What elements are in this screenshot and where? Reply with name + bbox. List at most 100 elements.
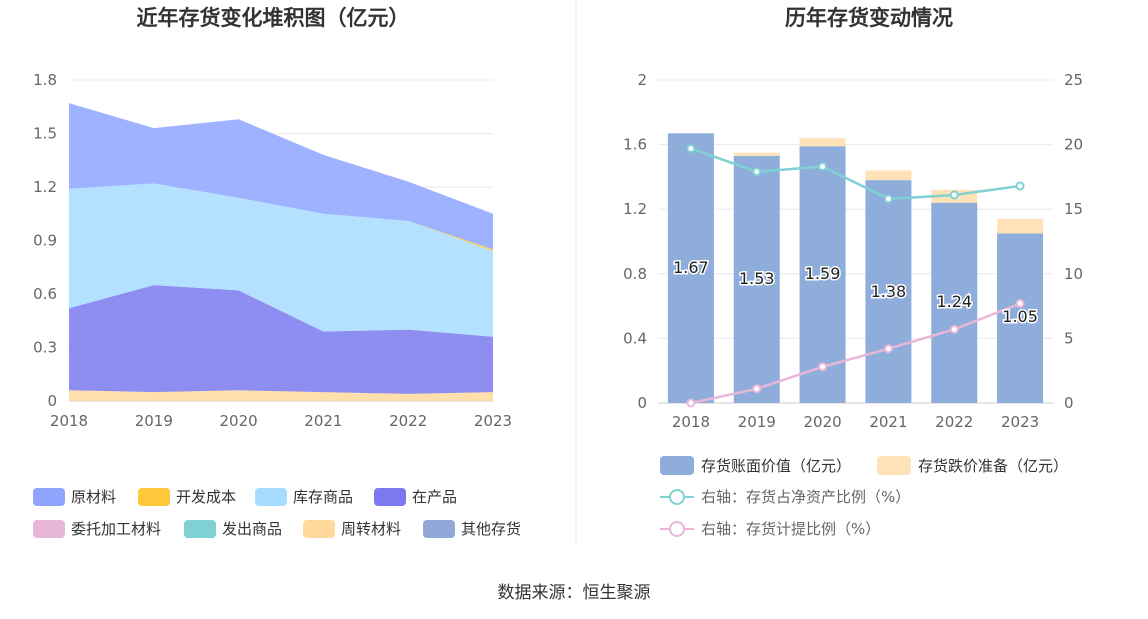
bar-data-label: 1.53 <box>739 269 775 288</box>
bar-data-label: 1.24 <box>936 292 972 311</box>
left-legend-label[interactable]: 在产品 <box>412 488 457 506</box>
right-y2-tick-label: 10 <box>1064 265 1083 283</box>
left-x-tick-label: 2019 <box>135 412 173 430</box>
line-inventory-net-asset-ratio <box>690 147 1021 201</box>
left-x-tick-label: 2021 <box>304 412 342 430</box>
right-x-tick-label: 2021 <box>869 413 907 431</box>
right-legend-label[interactable]: 存货账面价值（亿元） <box>701 457 851 475</box>
left-x-tick-label: 2023 <box>474 412 512 430</box>
line-point <box>1015 299 1025 309</box>
left-legend-label[interactable]: 发出商品 <box>222 520 282 538</box>
right-y2-tick-label: 15 <box>1064 200 1083 218</box>
line-point <box>686 143 696 153</box>
left-y-tick-label: 0.9 <box>33 232 57 250</box>
right-legend: 存货账面价值（亿元） 存货跌价准备（亿元） 右轴：存货占净资产比例（%） 右轴：存货计… <box>660 456 1068 538</box>
left-y-tick-label: 1.5 <box>33 125 57 143</box>
left-legend-label[interactable]: 委托加工材料 <box>71 520 161 538</box>
right-left-y-axis: 0 0.4 0.8 1.2 1.6 2 <box>623 71 647 412</box>
left-y-axis: 0 0.3 0.6 0.9 1.2 1.5 1.8 <box>33 71 57 410</box>
line-point <box>686 398 696 408</box>
bar-book-value <box>997 233 1044 403</box>
right-x-axis: 2018 2019 2020 2021 2022 2023 <box>672 413 1039 431</box>
line-point <box>883 194 893 204</box>
right-x-tick-label: 2023 <box>1001 413 1039 431</box>
left-y-tick-label: 1.8 <box>33 71 57 89</box>
line-provision-ratio <box>690 302 1021 405</box>
left-legend-label[interactable]: 原材料 <box>71 488 116 506</box>
right-legend-label[interactable]: 右轴：存货占净资产比例（%） <box>701 488 910 506</box>
area-库存商品 <box>69 183 493 337</box>
bar-data-label: 1.05 <box>1002 307 1038 326</box>
right-legend-marker[interactable] <box>669 489 685 505</box>
line-point <box>818 162 828 172</box>
bar-provision <box>997 218 1044 234</box>
left-legend-swatch[interactable] <box>138 488 170 506</box>
right-y2-tick-label: 0 <box>1064 394 1074 412</box>
line-point <box>1015 181 1025 191</box>
line-point <box>883 344 893 354</box>
left-y-tick-label: 0.3 <box>33 339 57 357</box>
right-x-tick-label: 2019 <box>738 413 776 431</box>
left-legend-label[interactable]: 其他存货 <box>461 520 521 538</box>
left-legend-swatch[interactable] <box>374 488 406 506</box>
left-legend-swatch[interactable] <box>33 488 65 506</box>
right-legend-label[interactable]: 存货跌价准备（亿元） <box>918 457 1068 475</box>
left-legend-swatch[interactable] <box>255 488 287 506</box>
right-x-tick-label: 2020 <box>803 413 841 431</box>
right-legend-swatch[interactable] <box>660 456 694 475</box>
left-x-tick-label: 2020 <box>220 412 258 430</box>
bar-provision <box>799 138 846 147</box>
left-x-tick-label: 2022 <box>389 412 427 430</box>
right-line-series <box>686 143 1025 408</box>
area-原材料 <box>69 103 493 250</box>
line-point <box>818 362 828 372</box>
left-y-tick-label: 0 <box>47 392 57 410</box>
right-y-tick-label: 0.4 <box>623 329 647 347</box>
left-y-tick-label: 1.2 <box>33 178 57 196</box>
area-在产品 <box>69 285 493 394</box>
right-y-tick-label: 0 <box>637 394 647 412</box>
left-legend-swatch[interactable] <box>303 520 335 538</box>
line-point <box>949 190 959 200</box>
right-legend-swatch[interactable] <box>877 456 911 475</box>
right-bar-labels: 1.67 1.53 1.59 1.38 1.24 1.05 <box>672 257 1040 328</box>
right-bar-series <box>667 133 1044 404</box>
bar-book-value <box>799 146 846 403</box>
bar-book-value <box>733 155 780 403</box>
left-legend-label[interactable]: 周转材料 <box>341 520 401 538</box>
left-area-series <box>69 103 493 401</box>
line-point <box>752 167 762 177</box>
left-legend-swatch[interactable] <box>184 520 216 538</box>
stacked-area-chart: 近年存货变化堆积图（亿元） 00.30.60.91.21.51.8 2018 20… <box>33 6 521 538</box>
right-y-tick-label: 1.6 <box>623 136 647 154</box>
left-legend-label[interactable]: 开发成本 <box>176 488 236 506</box>
bar-data-label: 1.38 <box>871 282 907 301</box>
right-y-tick-label: 1.2 <box>623 200 647 218</box>
right-legend-label[interactable]: 右轴：存货计提比例（%） <box>701 520 880 538</box>
left-legend-swatch[interactable] <box>33 520 65 538</box>
bar-line-combo-chart: 历年存货变动情况 1.67 1.53 1.59 1.38 1.24 1.05 0 0.4 0.… <box>623 6 1083 538</box>
left-chart-title: 近年存货变化堆积图（亿元） <box>137 6 410 30</box>
bar-book-value <box>865 180 912 403</box>
right-y-tick-label: 2 <box>637 71 647 89</box>
bar-provision <box>733 152 780 156</box>
bar-book-value <box>931 202 978 403</box>
left-y-tick-label: 0.6 <box>33 285 57 303</box>
right-chart-title: 历年存货变动情况 <box>785 6 953 30</box>
right-x-tick-label: 2022 <box>935 413 973 431</box>
left-x-tick-label: 2018 <box>50 412 88 430</box>
right-legend-marker[interactable] <box>669 521 685 537</box>
bar-data-label: 1.67 <box>673 258 709 277</box>
bar-book-value <box>667 133 714 404</box>
area-周转材料 <box>69 390 493 401</box>
bar-data-label: 1.59 <box>805 264 841 283</box>
left-legend-swatch[interactable] <box>423 520 455 538</box>
right-gridlines <box>658 79 1053 404</box>
source-note: 数据来源：恒生聚源 <box>498 583 651 603</box>
left-legend-label[interactable]: 库存商品 <box>293 488 353 506</box>
left-x-axis: 2018 2019 2020 2021 2022 2023 <box>50 412 512 430</box>
right-y2-tick-label: 5 <box>1064 329 1074 347</box>
line-point <box>752 384 762 394</box>
